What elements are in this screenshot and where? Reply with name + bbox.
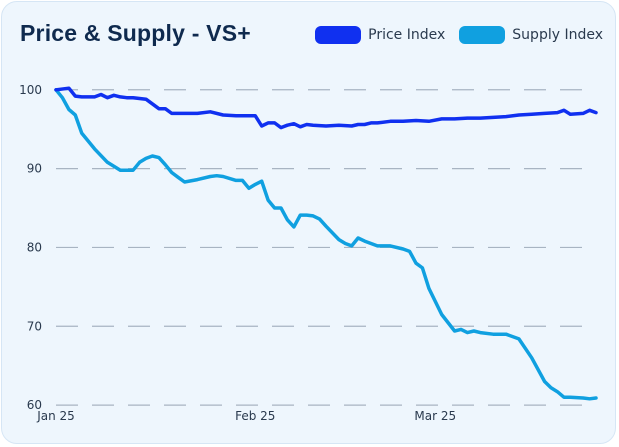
legend-item-price[interactable]: Price Index: [315, 26, 445, 44]
y-tick-label: 70: [27, 319, 42, 333]
y-tick-label: 60: [27, 398, 42, 412]
series-line-price-index[interactable]: [54, 86, 598, 130]
legend-swatch-supply: [459, 26, 506, 44]
y-tick-label: 80: [27, 240, 42, 254]
x-axis-ticks: Jan 25 Feb 25 Mar 25: [36, 409, 456, 423]
y-tick-label: 90: [27, 162, 42, 176]
chart-title: Price & Supply - VS+: [20, 20, 251, 46]
y-axis-ticks: 60 70 80 90 100: [19, 83, 42, 412]
chart-legend: Price Index Supply Index: [315, 26, 603, 44]
legend-label-supply: Supply Index: [512, 27, 603, 43]
legend-swatch-price: [315, 26, 362, 44]
legend-item-supply[interactable]: Supply Index: [459, 26, 603, 44]
y-tick-label: 100: [19, 83, 42, 97]
series-lines: [54, 86, 598, 401]
legend-label-price: Price Index: [368, 27, 446, 43]
x-tick-label: Mar 25: [414, 409, 456, 423]
x-tick-label: Jan 25: [36, 409, 75, 423]
series-line-supply-index[interactable]: [54, 88, 598, 401]
x-tick-label: Feb 25: [235, 409, 275, 423]
grid-lines: [56, 89, 596, 406]
